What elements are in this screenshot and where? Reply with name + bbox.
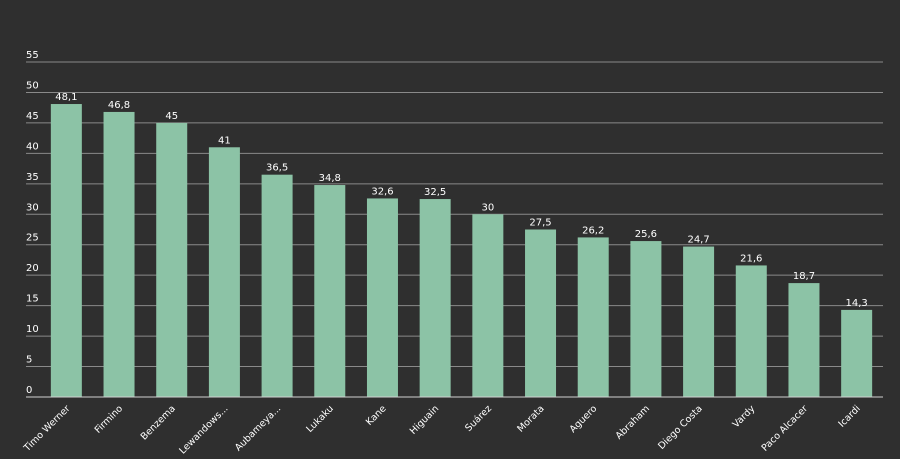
bar [472, 214, 504, 397]
y-tick-label: 40 [26, 141, 39, 152]
value-label: 26,2 [582, 225, 604, 236]
y-tick-label: 30 [26, 202, 39, 213]
x-tick-label: Aguero [568, 403, 600, 435]
bar [208, 147, 240, 397]
bar [261, 174, 293, 397]
x-tick-label: Abraham [614, 403, 652, 441]
x-axis-ticks: Timo Werner Firmino Benzema Lewandows... Aub… [21, 403, 863, 456]
x-tick-label: Lewandows... [177, 403, 230, 456]
bars [50, 104, 873, 397]
y-tick-label: 25 [26, 233, 39, 244]
bar [630, 241, 662, 397]
x-tick-label: Icardi [836, 403, 862, 429]
y-tick-label: 15 [26, 294, 39, 305]
x-tick-label: Aubameya... [233, 403, 283, 453]
y-tick-label: 45 [26, 111, 39, 122]
value-label: 18,7 [793, 271, 815, 282]
x-tick-label: Diego Costa [656, 403, 705, 452]
bar [841, 309, 873, 397]
value-label: 24,7 [687, 235, 709, 246]
bar [525, 229, 557, 397]
bar [314, 185, 346, 397]
value-label: 45 [165, 111, 178, 122]
value-label: 36,5 [266, 163, 288, 174]
bar [788, 283, 820, 397]
bar [156, 122, 188, 397]
value-label: 27,5 [529, 218, 551, 229]
value-labels: 48,1 46,8 45 41 36,5 34,8 32,6 32,5 30 27,5 26,2 25… [55, 92, 868, 309]
y-tick-label: 5 [26, 355, 32, 366]
value-label: 25,6 [635, 229, 657, 240]
bar [683, 246, 715, 397]
x-tick-label: Benzema [139, 403, 178, 442]
bar [103, 111, 135, 397]
x-tick-label: Suárez [463, 403, 494, 434]
y-tick-label: 10 [26, 324, 39, 335]
value-label: 48,1 [55, 92, 77, 103]
value-label: 14,3 [846, 298, 868, 309]
bar [577, 237, 609, 397]
x-tick-label: Paco Alcacer [760, 403, 811, 454]
y-tick-label: 0 [26, 385, 32, 396]
y-tick-label: 20 [26, 263, 39, 274]
value-label: 34,8 [319, 173, 341, 184]
bar [419, 199, 451, 397]
value-label: 30 [481, 202, 494, 213]
x-tick-label: Firmino [93, 403, 126, 436]
x-tick-label: Timo Werner [21, 403, 72, 454]
bar [366, 198, 398, 397]
value-label: 32,5 [424, 187, 446, 198]
x-tick-label: Morata [515, 403, 546, 434]
x-tick-label: Vardy [731, 403, 758, 430]
y-tick-label: 50 [26, 80, 39, 91]
value-label: 46,8 [108, 100, 130, 111]
y-tick-label: 35 [26, 172, 39, 183]
y-tick-label: 55 [26, 50, 39, 61]
x-tick-label: Lukaku [304, 403, 335, 434]
x-tick-label: Higuain [408, 403, 441, 436]
y-axis-ticks: 0 5 10 15 20 25 30 35 40 45 50 55 [26, 50, 39, 396]
x-tick-label: Kane [364, 403, 389, 428]
value-label: 41 [218, 135, 231, 146]
bar [50, 104, 82, 397]
value-label: 21,6 [740, 253, 762, 264]
bar [735, 265, 767, 397]
value-label: 32,6 [371, 186, 393, 197]
